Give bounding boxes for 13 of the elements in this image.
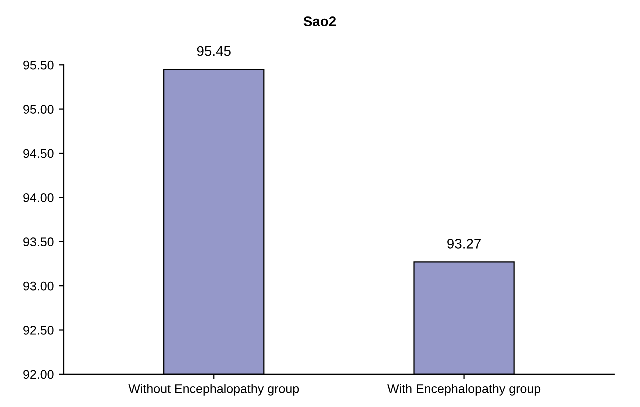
y-tick-label: 93.00: [24, 282, 54, 291]
y-tick-label: 93.50: [24, 238, 54, 247]
y-tick-label: 95.00: [24, 105, 54, 114]
x-tick-label: With Encephalopathy group: [388, 384, 541, 396]
data-label: 95.45: [197, 46, 231, 56]
y-tick-label: 92.50: [24, 326, 54, 335]
chart-title: Sao2: [304, 16, 336, 26]
y-tick-label: 94.50: [24, 149, 54, 158]
y-tick-label: 95.50: [24, 60, 54, 70]
data-label: 93.27: [448, 239, 481, 249]
y-tick-label: 92.00: [24, 370, 54, 380]
x-tick-label: Without Encephalopathy group: [128, 384, 300, 396]
y-tick-label: 94.00: [24, 193, 54, 202]
